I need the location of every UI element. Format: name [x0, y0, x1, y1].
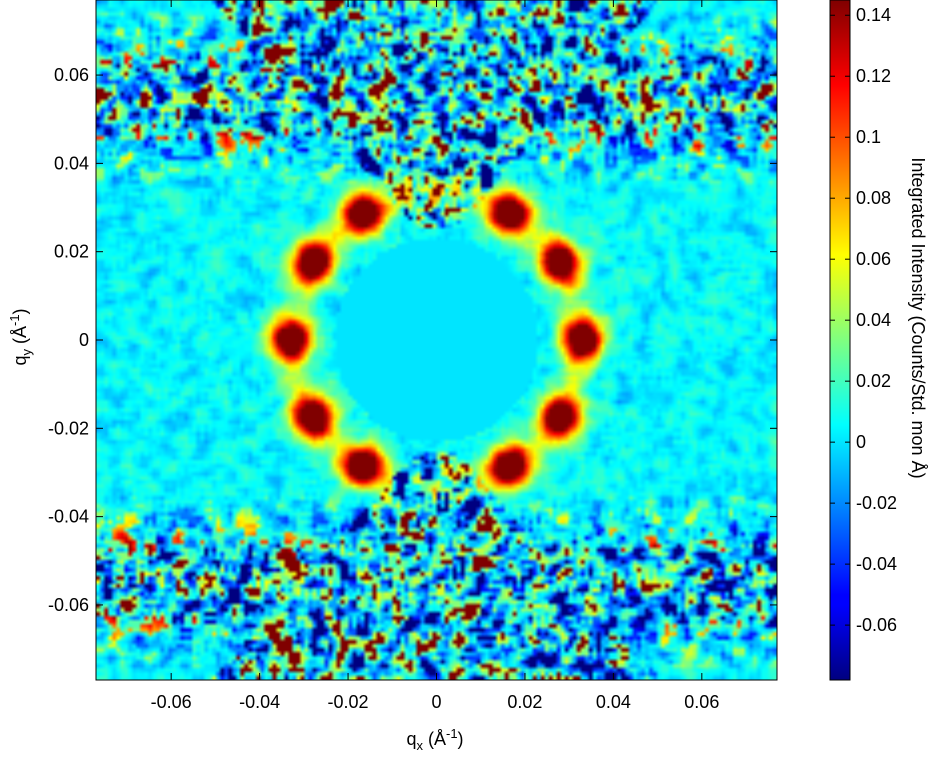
- colorbar-label: Integrated Intensity (Counts/Std. mon Å): [908, 157, 928, 478]
- colorbar-tick-label: 0.06: [856, 249, 891, 269]
- x-tick-label: 0.04: [596, 692, 631, 712]
- y-tick-label: 0.06: [54, 65, 89, 85]
- colorbar-ticks: -0.06 -0.04 -0.02 0 0.02 0.04 0.06 0.08 0.1 0.12 0…: [830, 5, 897, 635]
- colorbar-tick-label: 0: [856, 432, 866, 452]
- x-tick-label: -0.02: [328, 692, 369, 712]
- plot-area: [95, 0, 778, 681]
- colorbar: -0.06 -0.04 -0.02 0 0.02 0.04 0.06 0.08 0.1 0.12 0…: [829, 0, 897, 681]
- y-tick-label: -0.06: [48, 595, 89, 615]
- y-tick-label: -0.02: [48, 418, 89, 438]
- colorbar-tick-label: -0.04: [856, 554, 897, 574]
- x-axis-label: qx (Å-1): [406, 726, 463, 753]
- colorbar-tick-label: 0.08: [856, 188, 891, 208]
- colorbar-tick-label: 0.14: [856, 5, 891, 25]
- colorbar-tick-label: 0.02: [856, 371, 891, 391]
- colorbar-gradient: [829, 0, 851, 681]
- x-tick-label: -0.06: [151, 692, 192, 712]
- x-axis: -0.06 -0.04 -0.02 0 0.02 0.04 0.06: [151, 0, 719, 712]
- y-tick-label: 0.04: [54, 153, 89, 173]
- y-tick-label: 0: [79, 330, 89, 350]
- x-tick-label: 0.02: [507, 692, 542, 712]
- colorbar-tick-label: -0.06: [856, 615, 897, 635]
- colorbar-tick-label: -0.02: [856, 493, 897, 513]
- x-tick-label: -0.04: [239, 692, 280, 712]
- y-axis: -0.06 -0.04 -0.02 0 0.02 0.04 0.06: [48, 65, 777, 615]
- y-tick-label: -0.04: [48, 507, 89, 527]
- colorbar-tick-label: 0.1: [856, 127, 881, 147]
- y-tick-label: 0.02: [54, 242, 89, 262]
- heatmap-image: [96, 0, 777, 680]
- x-tick-label: 0: [431, 692, 441, 712]
- x-tick-label: 0.06: [684, 692, 719, 712]
- colorbar-tick-label: 0.12: [856, 66, 891, 86]
- y-axis-label: qy (Å-1): [7, 308, 34, 365]
- colorbar-tick-label: 0.04: [856, 310, 891, 330]
